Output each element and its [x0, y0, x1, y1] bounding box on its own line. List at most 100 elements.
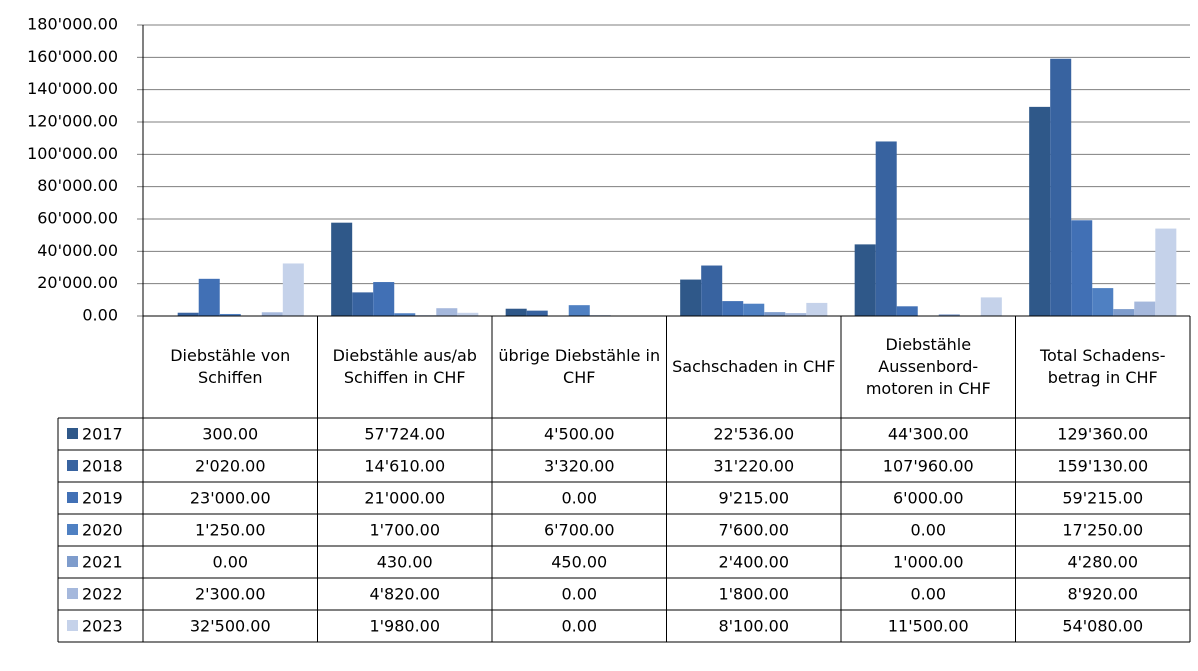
- table-value: 107'960.00: [883, 457, 974, 476]
- bar: [680, 279, 702, 316]
- bar: [1050, 58, 1072, 316]
- table-value: 4'280.00: [1067, 553, 1138, 572]
- bar: [743, 303, 765, 316]
- table-value: 1'250.00: [195, 521, 266, 540]
- bar: [785, 313, 807, 316]
- table-value: 21'000.00: [364, 489, 445, 508]
- category-cell: Total Schadens-betrag in CHF: [1039, 346, 1166, 387]
- bar: [854, 244, 876, 316]
- table-value: 1'700.00: [369, 521, 440, 540]
- table-value: 14'610.00: [364, 457, 445, 476]
- table-value: 450.00: [551, 553, 607, 572]
- bar: [436, 308, 458, 316]
- table-value: 0.00: [910, 521, 946, 540]
- table-value: 0.00: [910, 585, 946, 604]
- table-value: 1'800.00: [718, 585, 789, 604]
- table-value: 22'536.00: [713, 425, 794, 444]
- legend-label: 2020: [82, 521, 123, 540]
- bar: [701, 265, 723, 316]
- y-tick-label: 40'000.00: [37, 241, 118, 260]
- table-value: 0.00: [561, 617, 597, 636]
- table-value: 300.00: [202, 425, 258, 444]
- bar: [1134, 301, 1156, 316]
- y-tick-label: 120'000.00: [27, 112, 118, 131]
- y-tick-label: 140'000.00: [27, 79, 118, 98]
- category-cell: Diebstähle Aussenbord-motoren in CHF: [865, 335, 991, 398]
- table-value: 11'500.00: [888, 617, 969, 636]
- category-cell: Diebstähle aus/ab Schiffen in CHF: [332, 346, 477, 387]
- y-tick-label: 80'000.00: [37, 176, 118, 195]
- table-value: 9'215.00: [718, 489, 789, 508]
- table-value: 7'600.00: [718, 521, 789, 540]
- bar: [457, 312, 479, 316]
- table-value: 6'700.00: [544, 521, 615, 540]
- legend-swatch: [67, 556, 78, 567]
- table-value: 0.00: [561, 489, 597, 508]
- bar: [764, 312, 786, 316]
- bar: [219, 313, 241, 316]
- y-tick-label: 100'000.00: [27, 144, 118, 163]
- table-value: 54'080.00: [1062, 617, 1143, 636]
- table-value: 1'000.00: [893, 553, 964, 572]
- y-tick-label: 160'000.00: [27, 47, 118, 66]
- table-value: 2'400.00: [718, 553, 789, 572]
- table-value: 8'100.00: [718, 617, 789, 636]
- bar: [1029, 106, 1051, 316]
- table-value: 3'320.00: [544, 457, 615, 476]
- x-tick-label: Sachschaden in CHF: [672, 357, 836, 376]
- legend-label: 2023: [82, 617, 123, 636]
- table-value: 2'020.00: [195, 457, 266, 476]
- legend-swatch: [67, 428, 78, 439]
- y-tick-label: 60'000.00: [37, 209, 118, 228]
- legend-label: 2018: [82, 457, 123, 476]
- table-value: 32'500.00: [190, 617, 271, 636]
- bar: [394, 313, 416, 316]
- bar: [938, 314, 960, 316]
- table-value: 2'300.00: [195, 585, 266, 604]
- table-value: 4'500.00: [544, 425, 615, 444]
- bar: [1113, 309, 1135, 316]
- y-tick-label: 20'000.00: [37, 273, 118, 292]
- table-value: 44'300.00: [888, 425, 969, 444]
- table-value: 23'000.00: [190, 489, 271, 508]
- table-value: 430.00: [377, 553, 433, 572]
- table-value: 0.00: [212, 553, 248, 572]
- legend-label: 2022: [82, 585, 123, 604]
- x-tick-label: Diebstähle Aussenbord-motoren in CHF: [865, 335, 991, 398]
- y-tick-label: 180'000.00: [27, 15, 118, 34]
- table-value: 129'360.00: [1057, 425, 1148, 444]
- x-tick-label: Diebstähle aus/ab Schiffen in CHF: [332, 346, 477, 387]
- bar: [526, 310, 548, 316]
- legend-swatch: [67, 524, 78, 535]
- bar: [261, 312, 283, 316]
- table-value: 6'000.00: [893, 489, 964, 508]
- bar: [373, 282, 395, 316]
- table-value: 1'980.00: [369, 617, 440, 636]
- bar: [1092, 288, 1114, 316]
- bar: [1155, 228, 1177, 316]
- category-cell: übrige Diebstähle in CHF: [498, 346, 661, 387]
- bar: [980, 297, 1002, 316]
- bar: [177, 312, 199, 316]
- bar: [568, 305, 590, 316]
- x-tick-label: Total Schadens-betrag in CHF: [1039, 346, 1166, 387]
- legend-label: 2021: [82, 553, 123, 572]
- legend-label: 2019: [82, 489, 123, 508]
- legend-swatch: [67, 492, 78, 503]
- table-value: 17'250.00: [1062, 521, 1143, 540]
- x-tick-label: übrige Diebstähle in CHF: [498, 346, 661, 387]
- legend-label: 2017: [82, 425, 123, 444]
- table-value: 4'820.00: [369, 585, 440, 604]
- bar: [896, 306, 918, 316]
- category-cell: Sachschaden in CHF: [672, 357, 836, 376]
- bar: [1071, 220, 1093, 316]
- table-value: 57'724.00: [364, 425, 445, 444]
- bar: [282, 263, 304, 316]
- table-value: 0.00: [561, 585, 597, 604]
- legend-swatch: [67, 460, 78, 471]
- bar: [722, 301, 744, 316]
- bar: [331, 222, 353, 316]
- table-value: 31'220.00: [713, 457, 794, 476]
- bar: [875, 141, 897, 316]
